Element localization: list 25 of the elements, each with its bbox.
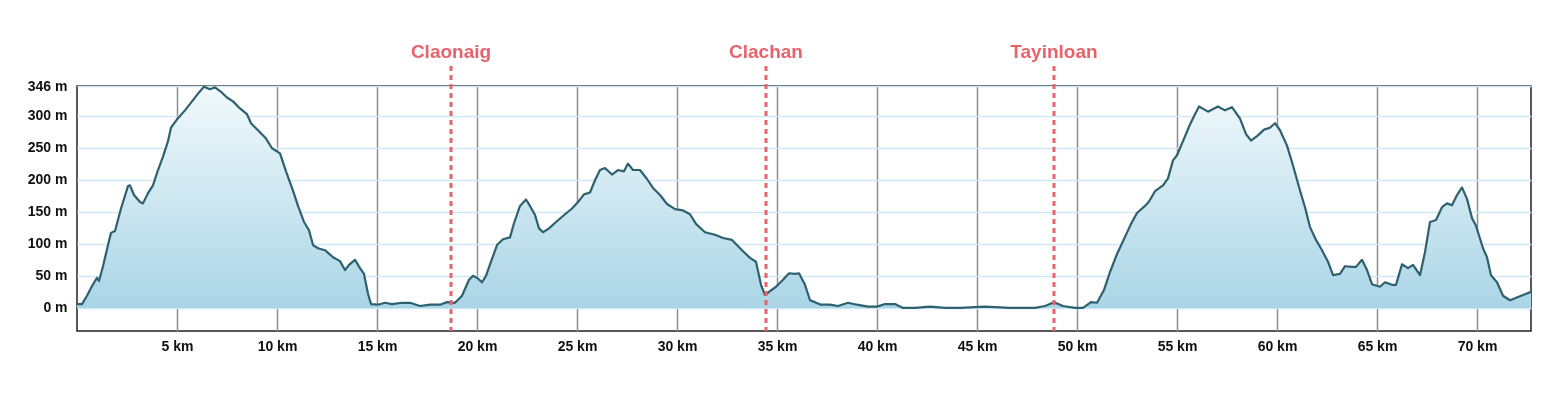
y-tick-label: 346 m <box>27 77 68 94</box>
x-tick-label: 60 km <box>1257 337 1298 354</box>
y-tick-label: 0 m <box>43 299 68 316</box>
ref-line-label: Claonaig <box>410 41 492 62</box>
x-tick-label: 30 km <box>657 337 698 354</box>
y-tick-label: 200 m <box>27 171 68 188</box>
x-tick-label: 50 km <box>1057 337 1098 354</box>
x-tick-label: 40 km <box>857 337 898 354</box>
y-tick-label: 100 m <box>27 235 68 252</box>
x-tick-label: 15 km <box>357 337 398 354</box>
x-tick-label: 25 km <box>557 337 598 354</box>
x-tick-label: 20 km <box>457 337 498 354</box>
ref-line-label: Clachan <box>729 41 803 62</box>
x-tick-label: 45 km <box>957 337 998 354</box>
x-tick-label: 5 km <box>161 337 194 354</box>
x-tick-label: 10 km <box>257 337 298 354</box>
x-tick-label: 35 km <box>757 337 798 354</box>
ref-line-label: Tayinloan <box>1010 41 1098 62</box>
y-tick-label: 50 m <box>35 267 68 284</box>
y-tick-label: 300 m <box>27 107 68 123</box>
x-tick-label: 55 km <box>1157 337 1198 354</box>
x-tick-label: 70 km <box>1457 337 1498 354</box>
y-tick-label: 250 m <box>27 139 68 156</box>
y-tick-label: 150 m <box>27 203 68 220</box>
x-tick-label: 65 km <box>1357 337 1398 354</box>
